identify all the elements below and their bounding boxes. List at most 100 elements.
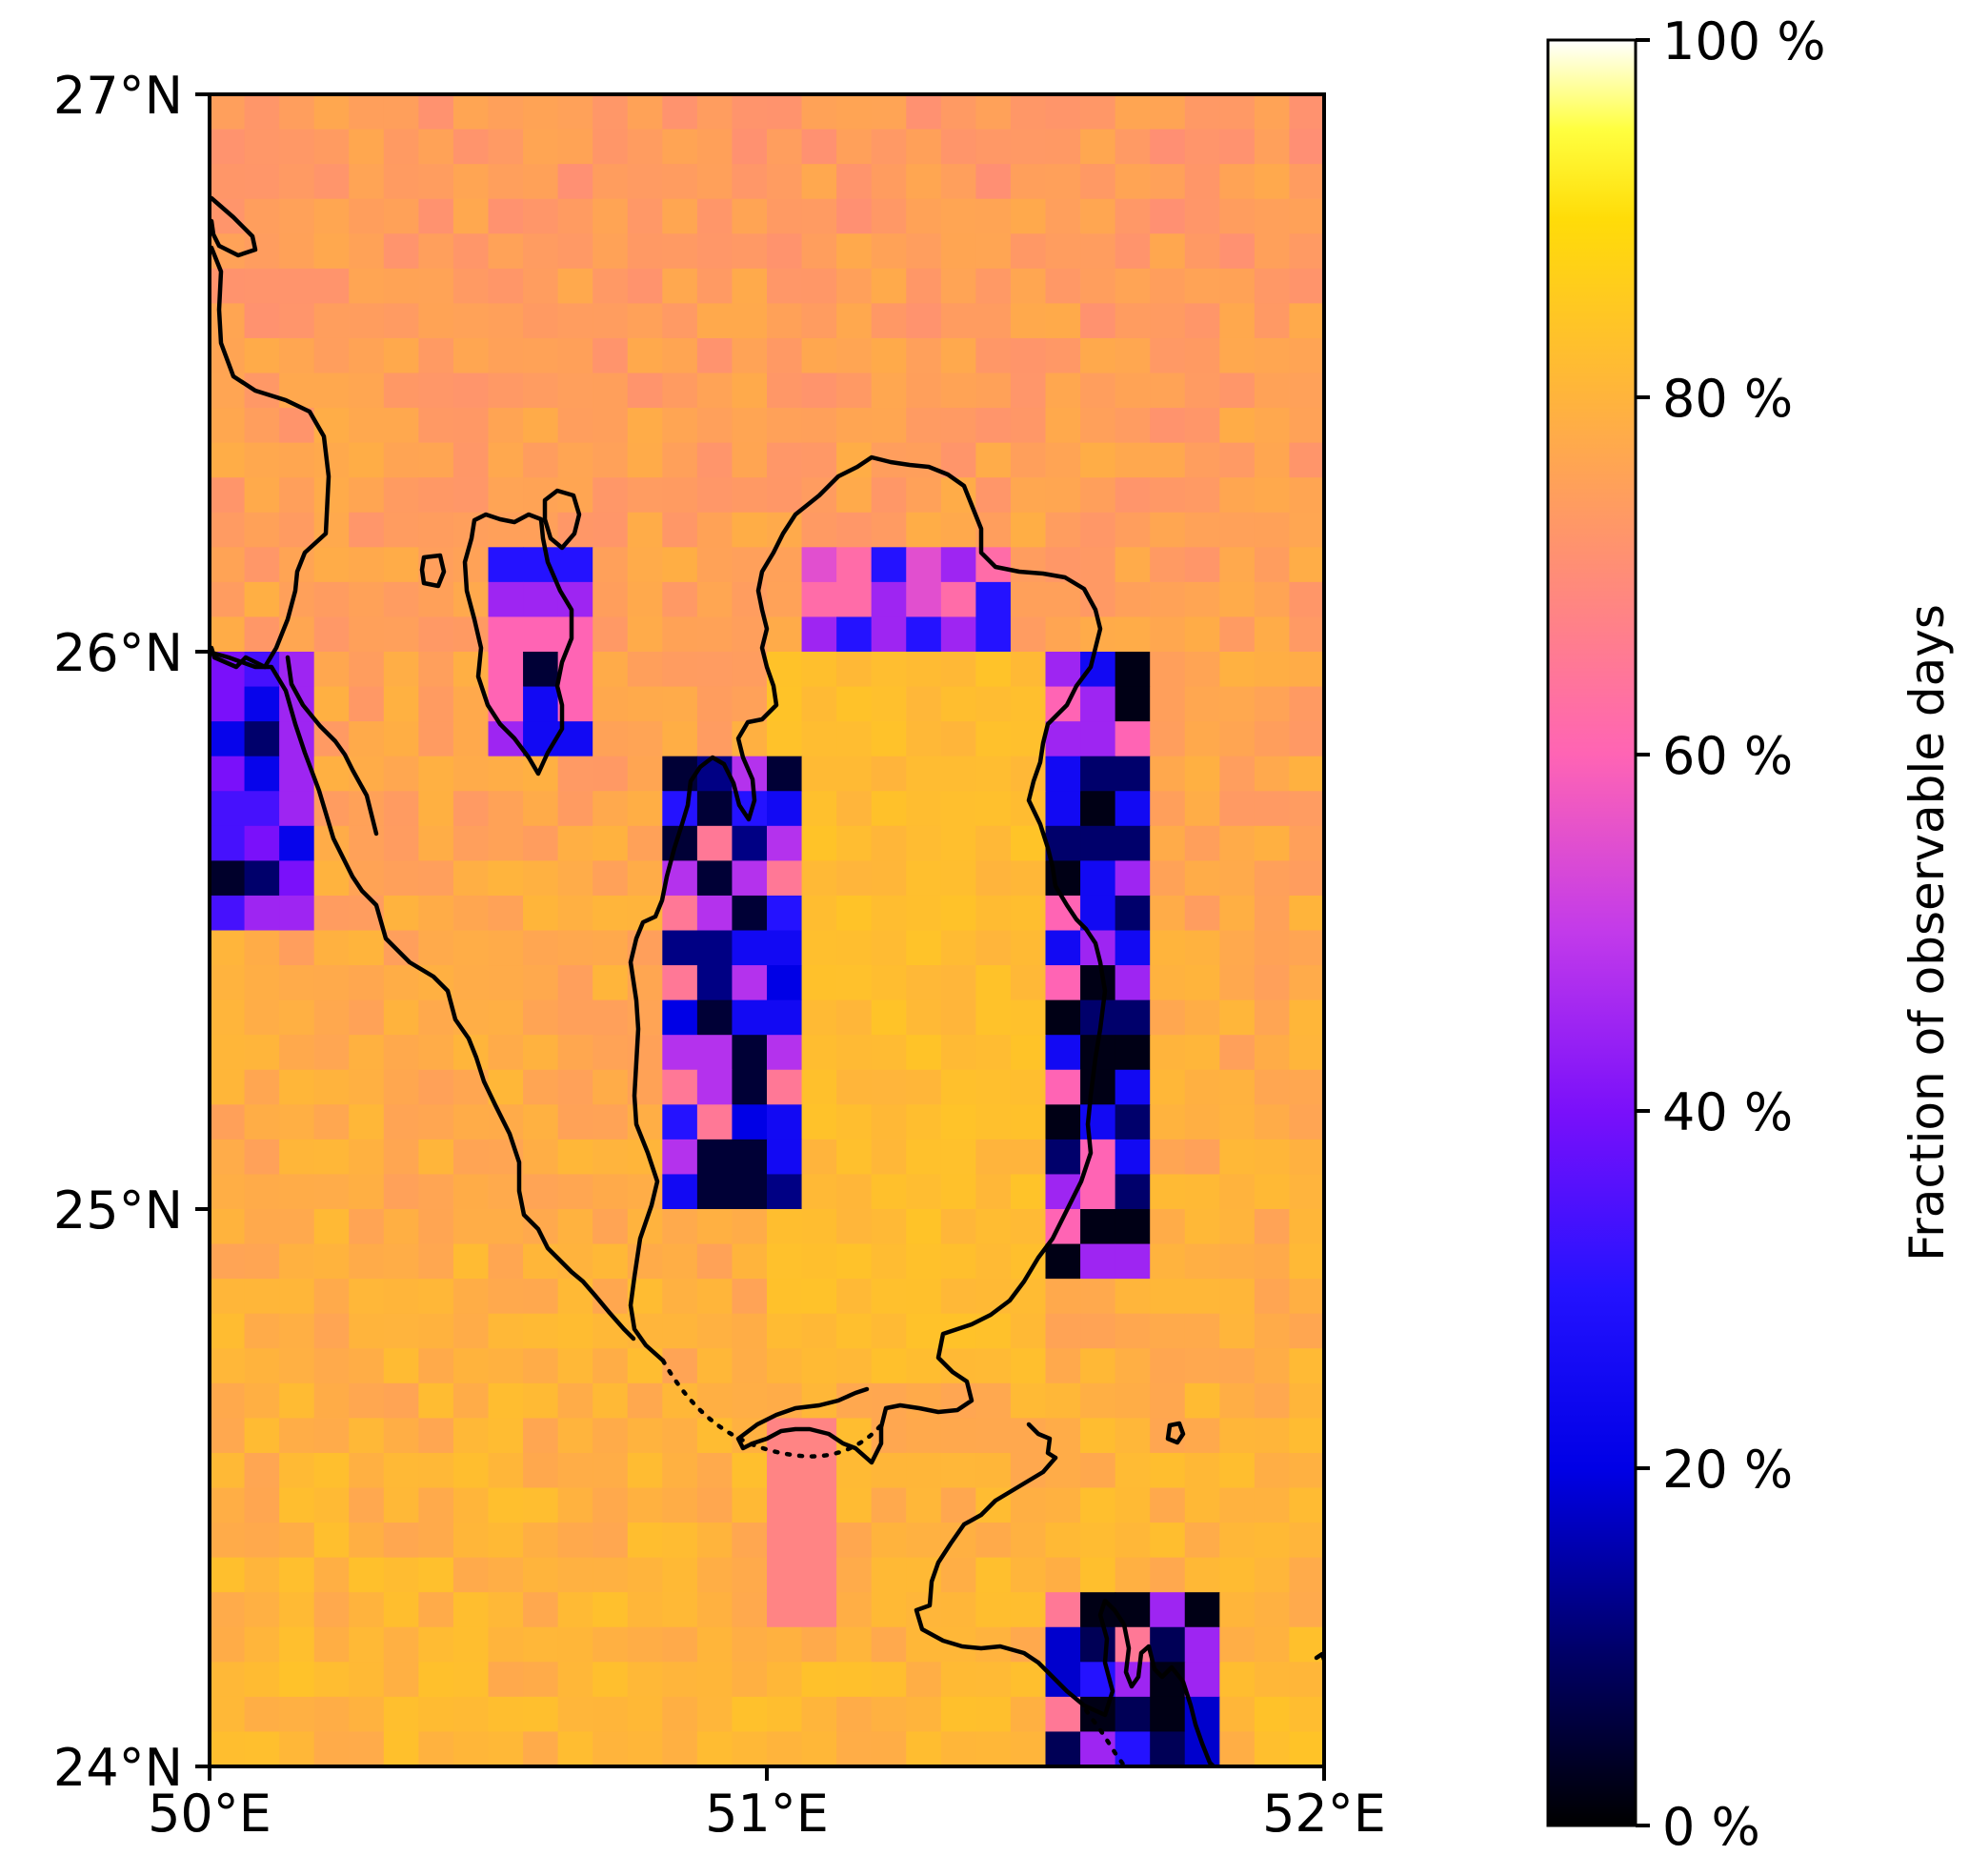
heatmap-cell (696, 1069, 733, 1105)
heatmap-cell (452, 1452, 490, 1489)
heatmap-cell (418, 1696, 454, 1733)
heatmap-cell (732, 337, 768, 374)
small-island-east (1165, 1421, 1186, 1445)
heatmap-cell (871, 1139, 907, 1176)
heatmap-cell (1150, 1523, 1186, 1559)
heatmap-cell (1115, 1209, 1151, 1245)
heatmap-cell (593, 268, 629, 304)
heatmap-cell (1010, 477, 1047, 514)
heatmap-cell (452, 756, 490, 792)
heatmap-cell (1150, 164, 1186, 200)
heatmap-cell (313, 895, 350, 932)
heatmap-cell (627, 408, 663, 444)
heatmap-cell (557, 1104, 593, 1140)
heatmap-cell (836, 930, 873, 966)
heatmap-cell (313, 1731, 350, 1766)
heatmap-cell (732, 303, 768, 339)
heatmap-cell (1080, 1279, 1116, 1315)
heatmap-cell (696, 477, 733, 514)
heatmap-cell (1045, 442, 1081, 478)
heatmap-cell (313, 581, 350, 618)
heatmap-cell (975, 408, 1012, 444)
heatmap-cell (906, 1348, 942, 1384)
heatmap-cell (383, 547, 419, 583)
heatmap-cell (767, 1069, 803, 1105)
heatmap-cell (1254, 860, 1291, 897)
heatmap-cell (279, 337, 315, 374)
heatmap-cell (1080, 1731, 1116, 1766)
heatmap-cell (767, 1348, 803, 1384)
heatmap-cell (801, 930, 837, 966)
heatmap-cell (975, 756, 1012, 792)
heatmap-cell (732, 1139, 768, 1176)
heatmap-cell (210, 1557, 246, 1593)
heatmap-cell (523, 1139, 559, 1176)
heatmap-cell (906, 1174, 942, 1210)
heatmap-cell (1045, 1662, 1081, 1698)
heatmap-cell (593, 930, 629, 966)
heatmap-cell (349, 686, 385, 722)
heatmap-cell (975, 1626, 1012, 1663)
heatmap-cell (279, 1487, 315, 1523)
heatmap-cell (801, 756, 837, 792)
heatmap-cell (1289, 268, 1324, 304)
heatmap-cell (1080, 1104, 1116, 1140)
heatmap-cell (210, 860, 246, 897)
heatmap-cell (662, 1348, 698, 1384)
heatmap-cell (767, 1452, 803, 1489)
heatmap-cell (452, 1104, 490, 1140)
heatmap-cell (906, 616, 942, 653)
heatmap-cell (1045, 1348, 1081, 1384)
heatmap-cell (418, 1662, 454, 1698)
heatmap-cell (488, 999, 524, 1036)
heatmap-cell (210, 1592, 246, 1628)
heatmap-cell (383, 1104, 419, 1140)
heatmap-cell (975, 965, 1012, 1001)
heatmap-cell (662, 373, 698, 409)
heatmap-cell (244, 1035, 280, 1071)
heatmap-cell (836, 825, 873, 861)
colorbar-tick-label: 60 % (1662, 726, 1793, 786)
heatmap-cell (210, 198, 246, 234)
colorbar-tick-label: 20 % (1662, 1440, 1793, 1500)
heatmap-cell (975, 1382, 1012, 1419)
heatmap-cell (801, 337, 837, 374)
heatmap-cell (418, 337, 454, 374)
heatmap-cell (767, 1662, 803, 1698)
heatmap-cell (1080, 1313, 1116, 1349)
heatmap-cell (696, 198, 733, 234)
heatmap-cell (1184, 581, 1220, 618)
heatmap-cell (452, 1243, 490, 1280)
heatmap-cell (313, 268, 350, 304)
heatmap-cell (1115, 895, 1151, 932)
heatmap-cell (767, 930, 803, 966)
heatmap-cell (452, 442, 490, 478)
bahrain-coastline (462, 512, 574, 777)
heatmap-cell (801, 1626, 837, 1663)
heatmap-cell (383, 652, 419, 688)
heatmap-cell (1219, 721, 1256, 757)
heatmap-cell (244, 1279, 280, 1315)
heatmap-cell (767, 442, 803, 478)
heatmap-cell (1289, 1592, 1324, 1628)
heatmap-cell (349, 930, 385, 966)
heatmap-cell (383, 791, 419, 827)
heatmap-cell (1150, 1452, 1186, 1489)
heatmap-cell (940, 825, 976, 861)
heatmap-cell (696, 1139, 733, 1176)
heatmap-cell (1219, 1382, 1256, 1419)
heatmap-cell (627, 1696, 663, 1733)
heatmap-cell (557, 233, 593, 270)
heatmap-cell (523, 721, 559, 757)
heatmap-cell (662, 1662, 698, 1698)
heatmap-cell (418, 756, 454, 792)
heatmap-cell (1184, 825, 1220, 861)
heatmap-cell (210, 1209, 246, 1245)
heatmap-cell (279, 791, 315, 827)
heatmap-cell (871, 129, 907, 165)
heatmap-cell (767, 616, 803, 653)
heatmap-cell (1289, 129, 1324, 165)
heatmap-cell (279, 1557, 315, 1593)
heatmap-cell (488, 233, 524, 270)
heatmap-cell (940, 1243, 976, 1280)
